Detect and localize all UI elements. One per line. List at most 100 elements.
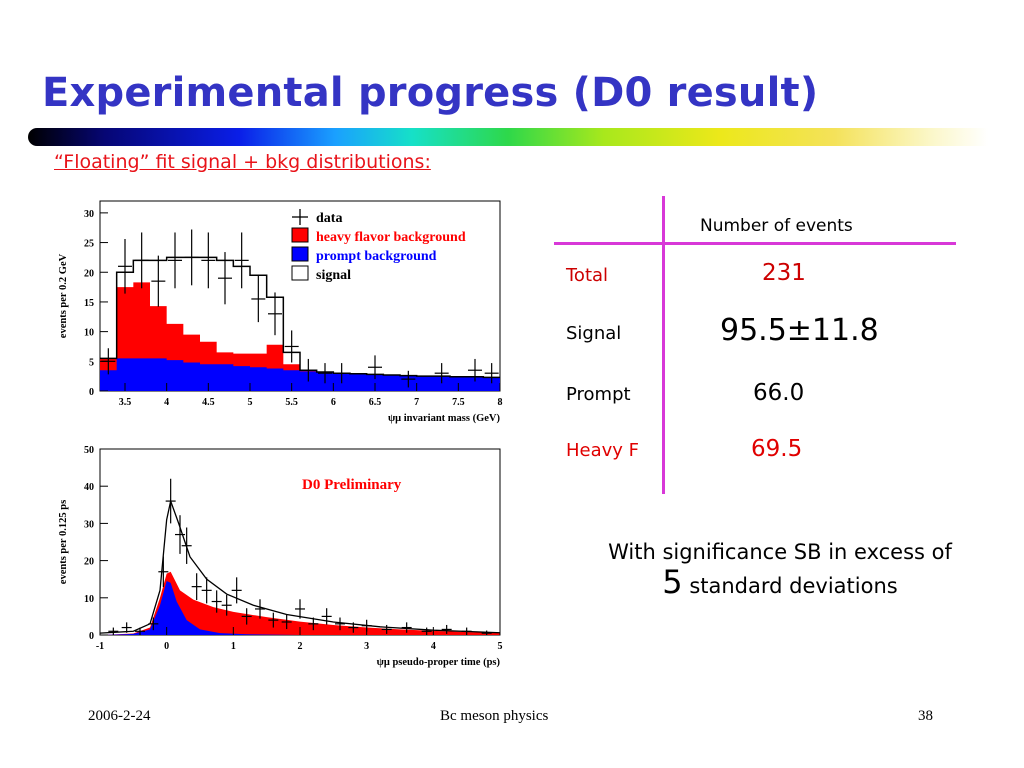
table-horizontal-divider — [554, 242, 956, 245]
data-point — [221, 594, 232, 616]
row-value-prompt: 66.0 — [753, 380, 805, 406]
data-point — [434, 363, 449, 384]
x-tick-label: 4.5 — [202, 397, 215, 408]
data-point — [381, 624, 392, 634]
data-point — [334, 363, 349, 384]
data-point — [301, 358, 316, 382]
data-point — [168, 232, 182, 289]
y-tick-label: 10 — [84, 594, 94, 605]
data-point — [348, 622, 359, 633]
y-tick-label: 0 — [89, 387, 94, 398]
chart-annotation: D0 Preliminary — [302, 477, 402, 493]
data-point — [184, 229, 199, 286]
total-fit-line — [99, 498, 501, 634]
legend-data: data — [292, 209, 342, 226]
row-value-total: 231 — [762, 260, 806, 286]
x-tick-label: -1 — [96, 641, 104, 652]
y-tick-label: 5 — [89, 357, 94, 368]
legend-label: heavy flavor background — [316, 230, 466, 245]
legend-swatch — [291, 246, 309, 262]
data-point — [368, 355, 382, 380]
significance-note: With significance SB in excess of 5 stan… — [575, 537, 985, 601]
x-tick-label: 5 — [498, 641, 503, 652]
legend-label: signal — [316, 268, 351, 283]
legend-swatch — [291, 227, 309, 243]
x-tick-label: 2 — [298, 641, 303, 652]
legend-prompt: prompt background — [291, 246, 437, 264]
data-point — [281, 614, 292, 630]
data-point — [255, 599, 265, 619]
x-tick-label: 7.5 — [452, 397, 465, 408]
row-label-total: Total — [566, 265, 609, 286]
heavy-flavor-area — [100, 571, 500, 635]
x-axis-label: ψμ invariant mass (GeV) — [388, 413, 501, 424]
prompt-area — [100, 581, 500, 635]
y-axis-label: events per 0.125 ps — [58, 500, 69, 584]
data-point — [121, 622, 132, 633]
row-label-signal: Signal — [566, 323, 622, 344]
row-label-heavy: Heavy F — [566, 440, 640, 461]
data-point — [421, 627, 432, 635]
y-tick-label: 40 — [84, 482, 94, 493]
table-vertical-divider — [662, 196, 665, 494]
data-point — [118, 239, 132, 294]
data-point — [251, 275, 266, 323]
prompt-area — [100, 358, 500, 391]
data-point — [484, 363, 499, 384]
y-tick-label: 20 — [84, 557, 94, 568]
footer-date: 2006-2-24 — [88, 708, 151, 724]
footer-page-number: 38 — [918, 708, 933, 724]
legend-label: data — [316, 211, 342, 226]
data-point — [211, 590, 222, 613]
slide-title: Experimental progress (D0 result) — [42, 70, 819, 116]
y-tick-label: 15 — [84, 298, 94, 309]
legend-signal: signal — [291, 265, 351, 283]
x-tick-label: 6 — [331, 397, 336, 408]
data-point — [241, 608, 252, 625]
x-tick-label: 4 — [431, 641, 436, 652]
y-tick-label: 25 — [84, 239, 94, 250]
data-point — [234, 232, 249, 289]
data-point — [318, 363, 332, 384]
signal-outline — [100, 256, 500, 379]
title-gradient-bar — [28, 128, 988, 146]
x-tick-label: 8 — [498, 397, 503, 408]
mass-histogram-chart: 0 5 10 15 20 25 30 3.5 4 4.5 5 5.5 6 6.5 7 7.5 8 ψμ invar… — [58, 200, 503, 424]
x-tick-label: 3.5 — [119, 397, 132, 408]
data-point — [165, 478, 176, 524]
x-axis-label: ψμ pseudo-proper time (ps) — [377, 657, 501, 668]
data-point — [401, 622, 412, 633]
x-tick-label: 0 — [164, 641, 169, 652]
data-point — [295, 599, 305, 619]
data-point — [201, 232, 216, 289]
significance-number: 5 — [662, 563, 683, 601]
data-point — [218, 252, 232, 305]
y-tick-label: 10 — [84, 328, 94, 339]
legend-swatch — [291, 265, 309, 281]
plots-area: 0 5 10 15 20 25 30 3.5 4 4.5 5 5.5 6 6.5 7 7.5 8 ψμ invar… — [52, 197, 508, 675]
x-tick-label: 5.5 — [285, 397, 298, 408]
data-point — [321, 608, 332, 625]
significance-line2: standard deviations — [689, 574, 898, 598]
data-point — [135, 627, 145, 635]
data-point — [335, 617, 345, 631]
x-tick-label: 4 — [164, 397, 169, 408]
x-tick-label: 3 — [364, 641, 369, 652]
significance-line1: With significance SB in excess of — [608, 540, 952, 564]
data-point — [175, 515, 185, 554]
results-table: Number of events Total 231 Signal 95.5±1… — [550, 190, 970, 500]
row-label-prompt: Prompt — [566, 384, 631, 405]
data-point — [148, 617, 159, 631]
data-point — [401, 370, 416, 388]
data-point — [191, 573, 202, 601]
data-point — [268, 612, 279, 628]
x-tick-label: 6.5 — [369, 397, 382, 408]
data-point — [268, 292, 282, 336]
data-point — [441, 624, 452, 634]
data-point — [181, 527, 192, 564]
y-tick-label: 30 — [84, 519, 94, 530]
row-value-heavy: 69.5 — [751, 436, 803, 462]
data-point — [231, 577, 242, 604]
legend-label: prompt background — [316, 249, 437, 264]
slide-subtitle: “Floating” fit signal + bkg distribution… — [54, 151, 431, 173]
